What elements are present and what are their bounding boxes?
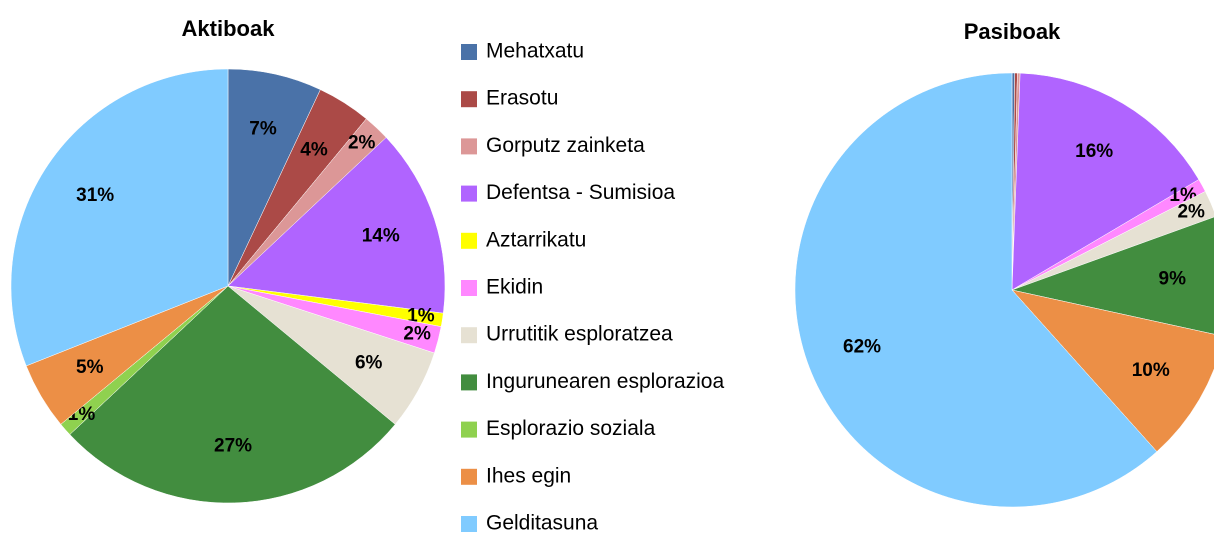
pie-slice bbox=[1011, 216, 1214, 335]
legend-label: Defentsa - Sumisioa bbox=[486, 181, 675, 204]
pie-slice bbox=[794, 72, 1158, 508]
data-label: 27% bbox=[214, 436, 252, 457]
legend-swatch bbox=[461, 185, 477, 202]
pie-slice bbox=[227, 137, 446, 314]
chart-title: Pasiboak bbox=[964, 19, 1061, 44]
pie-slice bbox=[10, 68, 229, 367]
pie-slice bbox=[69, 285, 396, 504]
data-label: 5% bbox=[76, 357, 104, 378]
legend-swatch bbox=[461, 138, 477, 155]
legend-label: Gelditasuna bbox=[486, 512, 598, 535]
legend-label: Ihes egin bbox=[486, 464, 571, 487]
data-label: 6% bbox=[355, 352, 383, 373]
data-label: 7% bbox=[249, 118, 277, 139]
data-label: 4% bbox=[300, 139, 328, 160]
legend-swatch bbox=[461, 91, 477, 108]
data-label: 16% bbox=[1075, 141, 1113, 162]
legend-swatch bbox=[461, 44, 477, 60]
legend-label: Mehatxatu bbox=[486, 40, 584, 63]
data-label: 2% bbox=[1177, 201, 1205, 222]
data-label: 9% bbox=[1159, 268, 1187, 289]
pie-slice bbox=[1011, 191, 1214, 291]
legend-swatch bbox=[461, 327, 477, 344]
legend-swatch bbox=[461, 421, 477, 438]
legend-label: Ekidin bbox=[486, 276, 543, 299]
data-label: 31% bbox=[76, 185, 114, 206]
legend-label: Ingurunearen esplorazioa bbox=[486, 370, 724, 393]
pie-slice bbox=[1011, 289, 1214, 452]
legend-swatch bbox=[461, 468, 477, 485]
legend-label: Aztarrikatu bbox=[486, 228, 586, 251]
pie-slice bbox=[1011, 72, 1200, 291]
data-label: 62% bbox=[843, 336, 881, 357]
legend-label: Gorputz zainketa bbox=[486, 134, 645, 157]
legend-label: Erasotu bbox=[486, 87, 558, 110]
legend-swatch bbox=[461, 516, 477, 532]
data-label: 2% bbox=[348, 133, 376, 154]
legend-swatch bbox=[461, 232, 477, 249]
legend-label: Urrutitik esploratzea bbox=[486, 323, 673, 346]
legend-swatch bbox=[461, 374, 477, 391]
legend-swatch bbox=[461, 280, 477, 296]
data-label: 2% bbox=[403, 324, 431, 345]
legend-label: Esplorazio soziala bbox=[486, 417, 656, 440]
data-label: 14% bbox=[362, 225, 400, 246]
data-label: 10% bbox=[1132, 360, 1170, 381]
chart-title: Aktiboak bbox=[182, 16, 276, 41]
